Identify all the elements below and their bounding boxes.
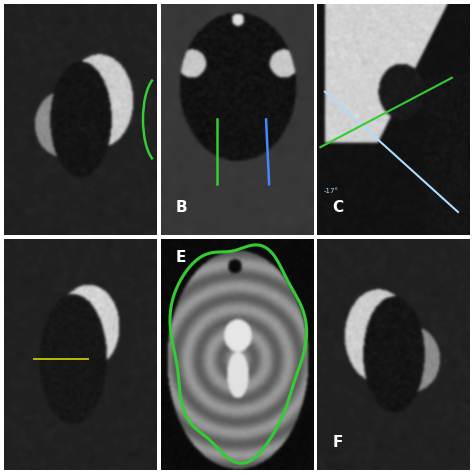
Text: C: C	[333, 200, 344, 215]
Text: E: E	[176, 250, 186, 265]
Text: -17°: -17°	[323, 189, 338, 194]
Text: F: F	[333, 435, 343, 450]
Text: B: B	[176, 200, 187, 215]
